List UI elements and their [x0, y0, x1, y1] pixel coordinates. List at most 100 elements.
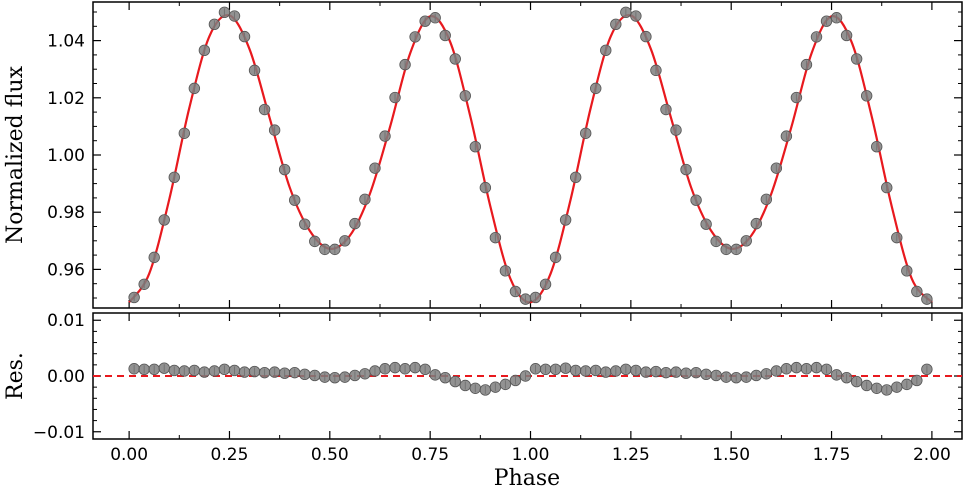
- flux-model-curve: [128, 14, 933, 304]
- data-point: [278, 163, 291, 176]
- data-point: [810, 31, 823, 43]
- data-point: [128, 291, 140, 304]
- data-point: [188, 364, 201, 377]
- data-point: [921, 363, 933, 376]
- data-point: [359, 193, 371, 206]
- data-point: [319, 371, 331, 383]
- data-point: [600, 366, 612, 378]
- data-point: [720, 371, 732, 383]
- data-point: [790, 361, 803, 374]
- y-tick-label: 0.01: [47, 311, 85, 331]
- x-tick-label: 0.75: [411, 445, 449, 465]
- residual-panel-ticks: 0.00 0.25 0.50 0.75 1.00 1.25 1.50 1.75 2.00 −0.0…: [33, 311, 962, 465]
- data-point: [650, 64, 662, 77]
- data-point: [529, 291, 542, 304]
- data-point: [871, 382, 883, 394]
- phase-x-axis-label: Phase: [494, 466, 560, 490]
- data-point: [148, 363, 160, 376]
- data-point: [519, 370, 532, 382]
- data-point: [620, 6, 632, 18]
- data-point: [449, 53, 461, 65]
- data-point: [830, 369, 843, 381]
- data-point: [299, 218, 311, 230]
- data-point: [419, 363, 431, 376]
- data-point: [459, 379, 471, 392]
- data-point: [780, 130, 793, 142]
- data-point: [218, 6, 231, 18]
- data-point: [399, 363, 411, 375]
- data-point: [168, 364, 180, 377]
- flux-panel-frame: [92, 1, 963, 309]
- y-tick-label: −0.01: [33, 423, 85, 443]
- data-point: [590, 82, 602, 95]
- data-point: [278, 367, 291, 379]
- data-point: [499, 378, 512, 391]
- data-point: [389, 91, 401, 104]
- data-point: [911, 285, 923, 298]
- data-point: [449, 375, 461, 388]
- data-point: [730, 243, 742, 256]
- x-tick-label: 1.50: [712, 445, 750, 465]
- data-point: [881, 384, 893, 396]
- flux-panel-ticks: 0.96 0.98 1.00 1.02 1.04: [47, 2, 962, 308]
- data-point: [800, 363, 813, 375]
- data-point: [439, 371, 451, 384]
- data-point: [921, 293, 933, 305]
- data-point: [359, 368, 371, 380]
- data-point: [178, 365, 191, 377]
- x-tick-label: 0.00: [110, 445, 148, 465]
- data-point: [710, 369, 722, 382]
- data-point: [539, 278, 552, 290]
- data-point: [309, 235, 321, 248]
- data-point: [580, 365, 592, 377]
- data-point: [489, 381, 502, 393]
- data-point: [549, 363, 562, 376]
- data-point: [459, 90, 471, 102]
- data-point: [850, 53, 863, 65]
- x-tick-label: 1.25: [612, 445, 650, 465]
- data-point: [339, 235, 351, 247]
- data-point: [569, 171, 582, 184]
- data-point: [911, 374, 923, 387]
- y-tick-label: 1.02: [47, 89, 85, 109]
- data-point: [389, 361, 401, 374]
- data-point: [539, 363, 552, 376]
- data-point: [429, 12, 441, 24]
- data-point: [770, 365, 783, 377]
- x-tick-label: 2.00: [913, 445, 951, 465]
- data-point: [650, 365, 662, 378]
- data-point: [770, 162, 783, 174]
- data-point: [238, 366, 251, 378]
- data-point: [620, 363, 632, 376]
- data-point: [680, 163, 692, 176]
- flux-panel: 0.96 0.98 1.00 1.02 1.04 Normalized flux: [3, 1, 963, 309]
- data-point: [409, 361, 421, 374]
- data-point: [379, 130, 391, 142]
- data-point: [610, 18, 622, 31]
- data-point: [820, 363, 833, 376]
- data-point: [710, 235, 722, 248]
- residual-panel: 0.00 0.25 0.50 0.75 1.00 1.25 1.50 1.75 2.00 −0.0…: [3, 311, 963, 490]
- data-point: [499, 265, 512, 277]
- data-point: [670, 366, 682, 378]
- y-tick-label: 1.04: [47, 32, 85, 52]
- data-point: [881, 181, 893, 194]
- data-point: [168, 171, 180, 184]
- data-point: [218, 363, 231, 376]
- data-point: [409, 31, 421, 43]
- x-tick-label: 0.50: [311, 445, 349, 465]
- data-point: [590, 364, 602, 377]
- data-point: [559, 214, 572, 226]
- data-point: [329, 243, 341, 256]
- data-point: [288, 194, 301, 206]
- data-point: [329, 371, 341, 384]
- data-point: [198, 366, 211, 378]
- data-point: [469, 141, 482, 153]
- data-point: [369, 365, 381, 377]
- data-point: [339, 371, 351, 383]
- data-point: [479, 384, 492, 396]
- data-point: [569, 364, 582, 377]
- data-point: [439, 29, 451, 42]
- data-point: [630, 364, 642, 377]
- data-point: [379, 363, 391, 375]
